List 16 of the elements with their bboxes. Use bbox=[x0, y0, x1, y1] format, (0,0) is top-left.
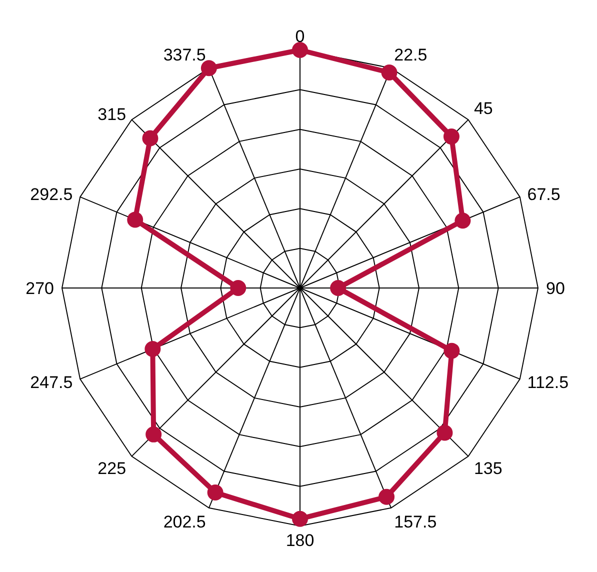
spoke-label: 292.5 bbox=[30, 184, 73, 204]
spoke-label: 337.5 bbox=[163, 46, 206, 65]
spoke-label: 22.5 bbox=[394, 46, 428, 65]
spoke-label: 202.5 bbox=[163, 512, 206, 532]
spoke-label: 135 bbox=[474, 459, 502, 478]
spoke-label: 315 bbox=[98, 105, 126, 124]
spoke-label: 180 bbox=[286, 531, 314, 550]
spoke-label: 157.5 bbox=[394, 512, 437, 532]
spoke-label: 90 bbox=[546, 279, 565, 298]
spoke-label: 0 bbox=[295, 27, 305, 46]
spoke-label: 67.5 bbox=[527, 184, 560, 204]
spoke-label: 247.5 bbox=[30, 373, 73, 392]
spoke-label: 225 bbox=[98, 459, 126, 478]
spoke-label: 45 bbox=[474, 99, 493, 118]
spoke-label: 270 bbox=[26, 279, 54, 298]
spoke-label: 112.5 bbox=[527, 373, 569, 392]
